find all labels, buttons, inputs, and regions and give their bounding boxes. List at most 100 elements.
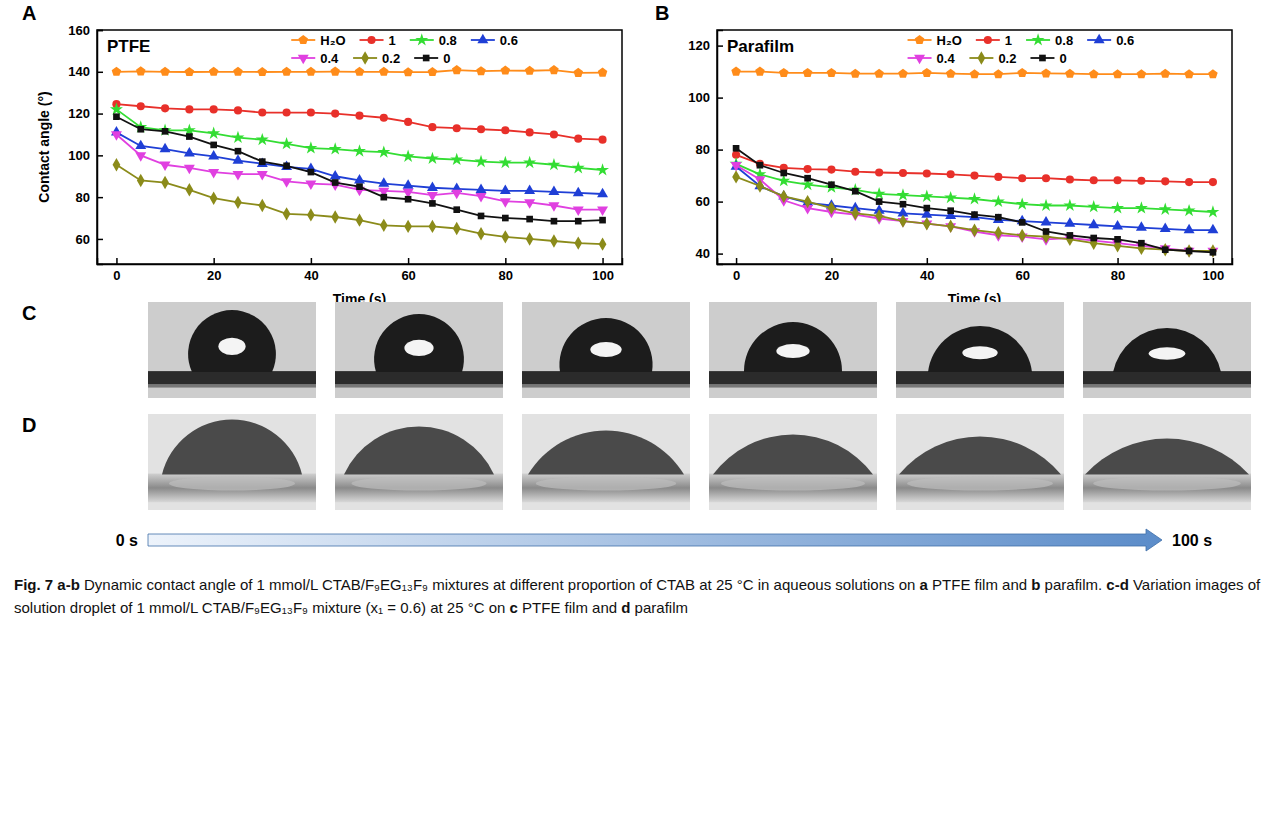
marker <box>501 126 509 134</box>
marker <box>1113 69 1123 78</box>
x-tick-mark <box>1213 258 1215 264</box>
marker <box>1089 69 1099 78</box>
marker <box>1159 203 1172 215</box>
marker <box>426 152 439 164</box>
x-tick-label: 20 <box>825 268 839 283</box>
series <box>111 131 608 216</box>
series <box>731 67 1217 79</box>
marker <box>873 187 886 199</box>
y-tick-mark <box>717 253 723 255</box>
series <box>731 162 1219 257</box>
marker <box>330 170 341 179</box>
legend-entry: H₂O <box>291 33 345 48</box>
x-tick-label: 40 <box>304 268 318 283</box>
plot-frame <box>717 30 1232 264</box>
series <box>730 157 1220 217</box>
droplet <box>559 318 652 372</box>
marker <box>209 67 219 76</box>
droplet-reflection <box>536 477 676 491</box>
marker <box>1137 177 1145 185</box>
legend-label: 1 <box>389 33 396 48</box>
marker <box>233 67 243 76</box>
image-background <box>522 302 690 398</box>
marker <box>575 218 582 225</box>
x-tick-mark <box>408 258 410 264</box>
y-tick: 140 <box>68 64 103 79</box>
y-axis: 6080100120140160 <box>68 23 103 265</box>
legend-label: 1 <box>1005 33 1012 48</box>
marker <box>231 131 244 143</box>
marker <box>1090 176 1098 184</box>
marker <box>232 171 243 180</box>
y-tick-mark <box>717 201 723 203</box>
y-tick-label: 100 <box>68 148 90 163</box>
marker <box>1018 174 1026 182</box>
legend-marker <box>914 55 925 64</box>
y-tick-mark <box>717 97 723 99</box>
image-background <box>709 302 877 398</box>
marker <box>427 181 438 190</box>
chart-panel: 0204060801006080100120140160Time (s)Cont… <box>36 23 623 307</box>
marker <box>210 191 218 204</box>
droplet-image <box>896 302 1064 398</box>
marker <box>476 193 487 202</box>
marker <box>947 170 955 178</box>
marker <box>900 201 907 208</box>
marker <box>756 179 764 192</box>
substrate <box>709 371 877 384</box>
marker <box>525 66 535 75</box>
marker <box>331 210 339 223</box>
marker <box>501 66 511 75</box>
droplet-image <box>335 414 503 510</box>
caption-text <box>53 576 57 593</box>
marker <box>283 162 290 169</box>
marker <box>477 227 485 240</box>
marker <box>428 67 438 76</box>
marker <box>136 66 146 75</box>
series <box>731 160 1219 233</box>
panel-label: A <box>22 2 36 24</box>
marker <box>502 215 509 222</box>
marker <box>947 207 954 214</box>
x-tick-label: 0 <box>733 268 740 283</box>
droplet <box>1113 328 1221 372</box>
legend-entry: 0.6 <box>471 33 518 48</box>
chart-title: PTFE <box>107 37 150 56</box>
marker <box>1040 199 1053 211</box>
series <box>112 100 606 144</box>
marker <box>1114 236 1121 243</box>
marker <box>161 104 169 112</box>
marker <box>1136 221 1147 230</box>
plot-frame <box>97 30 622 264</box>
marker <box>1065 69 1075 78</box>
chart-panel: 020406080100406080100120Time (s)Parafilm… <box>688 30 1232 307</box>
time-end-label: 100 s <box>1172 532 1212 549</box>
x-tick: 40 <box>920 258 934 283</box>
x-tick-mark <box>505 258 507 264</box>
marker <box>523 156 536 168</box>
marker <box>733 145 740 152</box>
x-tick-mark <box>213 258 215 264</box>
marker <box>210 105 218 113</box>
marker <box>283 207 291 220</box>
x-tick: 60 <box>1015 258 1029 283</box>
marker <box>330 67 340 76</box>
marker <box>159 123 172 135</box>
droplet <box>713 435 873 475</box>
series <box>112 65 608 77</box>
droplet-highlight <box>404 340 433 356</box>
marker <box>574 236 582 249</box>
legend-label: 0.4 <box>937 51 956 66</box>
droplet <box>744 322 842 372</box>
marker <box>970 172 978 180</box>
marker <box>804 175 811 182</box>
marker <box>779 68 789 77</box>
legend-marker <box>367 36 375 44</box>
caption-bold: d <box>621 599 630 616</box>
legend-marker <box>984 36 992 44</box>
y-axis-line <box>718 31 724 265</box>
marker <box>1066 233 1074 246</box>
y-tick-mark <box>717 45 723 47</box>
marker <box>185 183 193 196</box>
marker <box>208 150 219 159</box>
